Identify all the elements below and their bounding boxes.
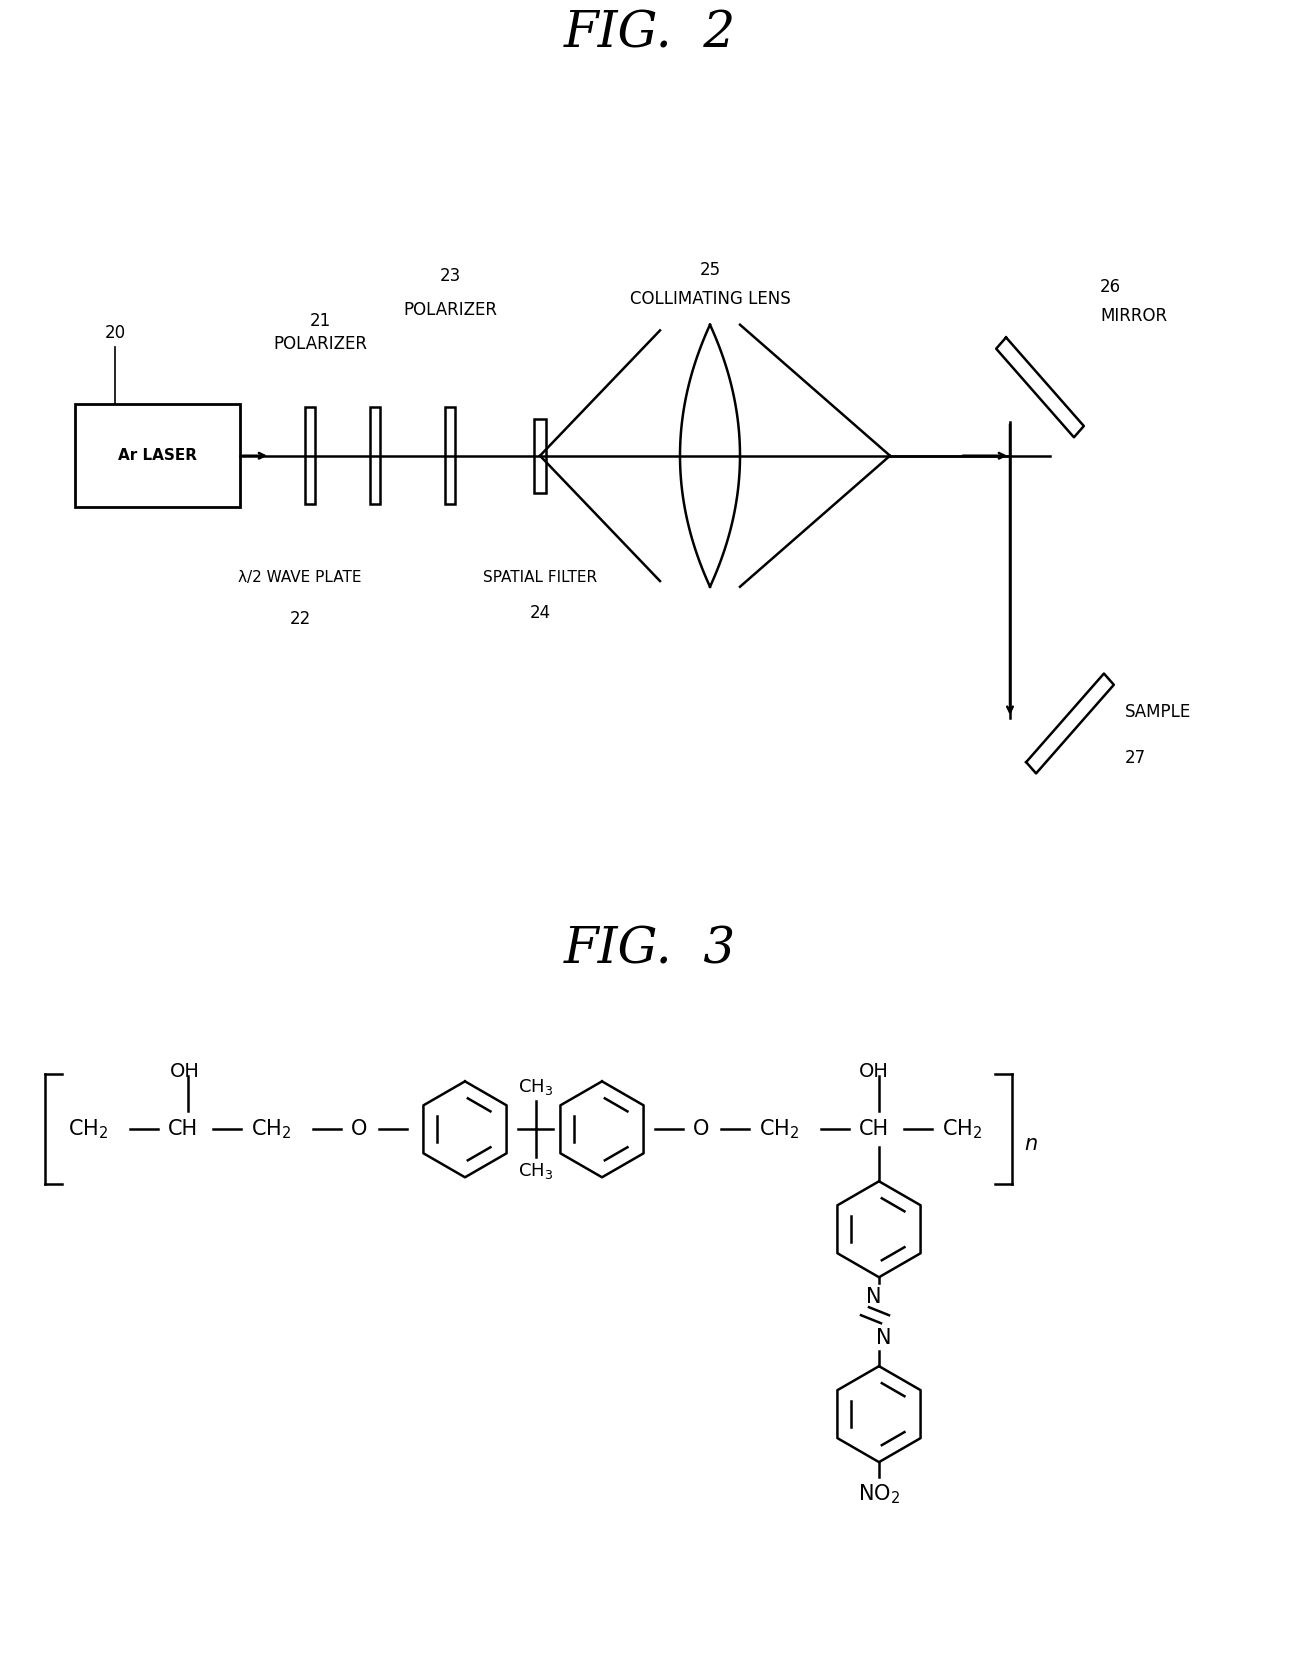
Text: NO$_2$: NO$_2$ (858, 1481, 900, 1506)
Text: OH: OH (170, 1062, 200, 1082)
Text: n: n (1024, 1135, 1037, 1155)
Text: 21: 21 (309, 312, 330, 330)
Text: FIG.  3: FIG. 3 (564, 924, 736, 974)
Text: POLARIZER: POLARIZER (403, 300, 497, 319)
Bar (75, 405, 240, 508)
Text: 24: 24 (529, 604, 551, 622)
Text: CH: CH (859, 1120, 889, 1140)
Text: 27: 27 (1124, 748, 1147, 766)
Text: SPATIAL FILTER: SPATIAL FILTER (482, 569, 597, 584)
Text: 26: 26 (1100, 279, 1121, 297)
Bar (306, 408, 315, 504)
Text: N: N (876, 1329, 892, 1349)
Text: 25: 25 (699, 260, 720, 279)
Text: CH$_2$: CH$_2$ (68, 1118, 108, 1141)
Text: FIG.  2: FIG. 2 (564, 10, 736, 60)
Text: COLLIMATING LENS: COLLIMATING LENS (629, 290, 790, 307)
Text: O: O (693, 1120, 710, 1140)
Text: CH$_3$: CH$_3$ (519, 1161, 554, 1181)
Text: 23: 23 (439, 267, 460, 285)
Text: CH$_2$: CH$_2$ (759, 1118, 800, 1141)
Text: CH: CH (168, 1120, 198, 1140)
Text: MIRROR: MIRROR (1100, 307, 1167, 325)
Text: POLARIZER: POLARIZER (273, 335, 367, 353)
Bar (370, 408, 380, 504)
Text: 22: 22 (290, 609, 311, 627)
Text: SAMPLE: SAMPLE (1124, 703, 1191, 722)
Text: λ/2 WAVE PLATE: λ/2 WAVE PLATE (238, 569, 361, 584)
Text: 20: 20 (104, 324, 126, 342)
Text: CH$_2$: CH$_2$ (251, 1118, 291, 1141)
Text: OH: OH (859, 1062, 889, 1082)
Bar (445, 408, 455, 504)
Text: N: N (866, 1287, 881, 1307)
Text: Ar LASER: Ar LASER (118, 448, 198, 463)
Text: CH$_3$: CH$_3$ (519, 1077, 554, 1097)
Text: CH$_2$: CH$_2$ (942, 1118, 983, 1141)
Text: O: O (351, 1120, 368, 1140)
Bar (534, 418, 546, 493)
